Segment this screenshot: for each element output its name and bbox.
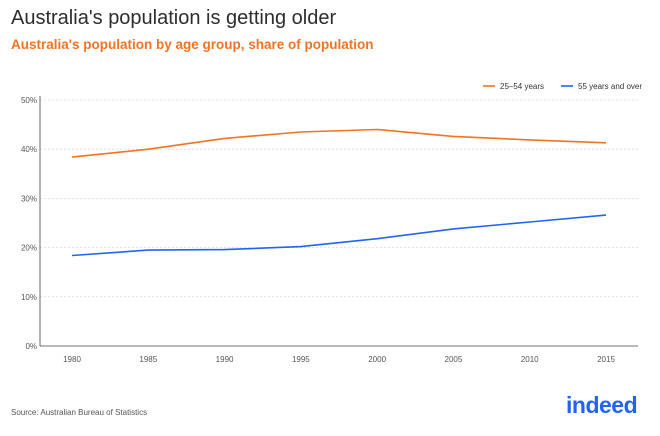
x-tick-label: 1980 (63, 355, 81, 364)
indeed-logo: indeed (566, 392, 638, 418)
y-tick-label: 10% (21, 293, 37, 302)
x-tick-label: 2005 (445, 355, 463, 364)
legend-label: 25–54 years (500, 82, 544, 91)
x-tick-label: 1995 (292, 355, 310, 364)
x-tick-label: 2000 (368, 355, 386, 364)
series-line (71, 214, 607, 257)
series-line (71, 128, 607, 158)
x-tick-label: 2010 (521, 355, 539, 364)
x-tick-label: 1990 (216, 355, 234, 364)
y-tick-label: 40% (21, 145, 37, 154)
y-tick-label: 30% (21, 194, 37, 203)
y-tick-label: 50% (21, 96, 37, 105)
x-tick-label: 2015 (597, 355, 615, 364)
y-tick-label: 0% (25, 342, 37, 351)
source-note: Source: Australian Bureau of Statistics (11, 408, 148, 417)
chart-title: Australia's population is getting older (11, 7, 337, 29)
chart-subtitle: Australia's population by age group, sha… (11, 37, 374, 52)
y-tick-label: 20% (21, 244, 37, 253)
x-tick-label: 1985 (139, 355, 157, 364)
legend-label: 55 years and over (578, 82, 642, 91)
